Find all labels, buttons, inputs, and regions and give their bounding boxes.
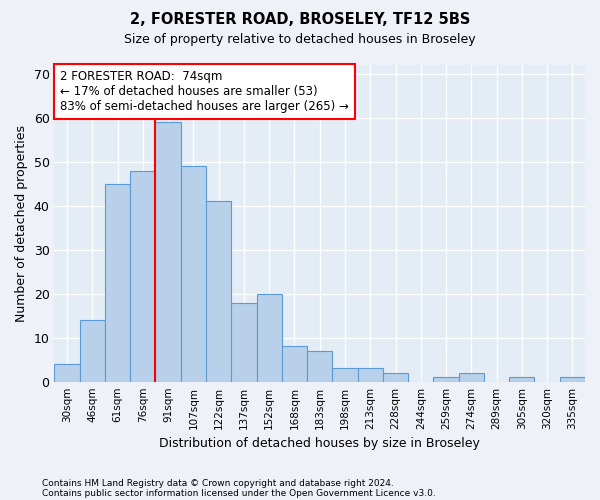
Bar [307,351,332,382]
Bar [55,364,80,382]
Bar [560,378,585,382]
Bar [80,320,105,382]
Bar [155,122,181,382]
Bar [332,368,358,382]
Y-axis label: Number of detached properties: Number of detached properties [15,125,28,322]
Bar [105,184,130,382]
Bar [130,170,155,382]
Bar [433,378,458,382]
Text: 2, FORESTER ROAD, BROSELEY, TF12 5BS: 2, FORESTER ROAD, BROSELEY, TF12 5BS [130,12,470,28]
Bar [206,202,231,382]
Bar [181,166,206,382]
Bar [458,373,484,382]
Text: Contains HM Land Registry data © Crown copyright and database right 2024.: Contains HM Land Registry data © Crown c… [42,478,394,488]
Text: Contains public sector information licensed under the Open Government Licence v3: Contains public sector information licen… [42,488,436,498]
Bar [383,373,408,382]
Bar [282,346,307,382]
Bar [257,294,282,382]
Text: 2 FORESTER ROAD:  74sqm
← 17% of detached houses are smaller (53)
83% of semi-de: 2 FORESTER ROAD: 74sqm ← 17% of detached… [60,70,349,113]
Bar [358,368,383,382]
Bar [509,378,535,382]
X-axis label: Distribution of detached houses by size in Broseley: Distribution of detached houses by size … [159,437,480,450]
Bar [231,302,257,382]
Text: Size of property relative to detached houses in Broseley: Size of property relative to detached ho… [124,32,476,46]
